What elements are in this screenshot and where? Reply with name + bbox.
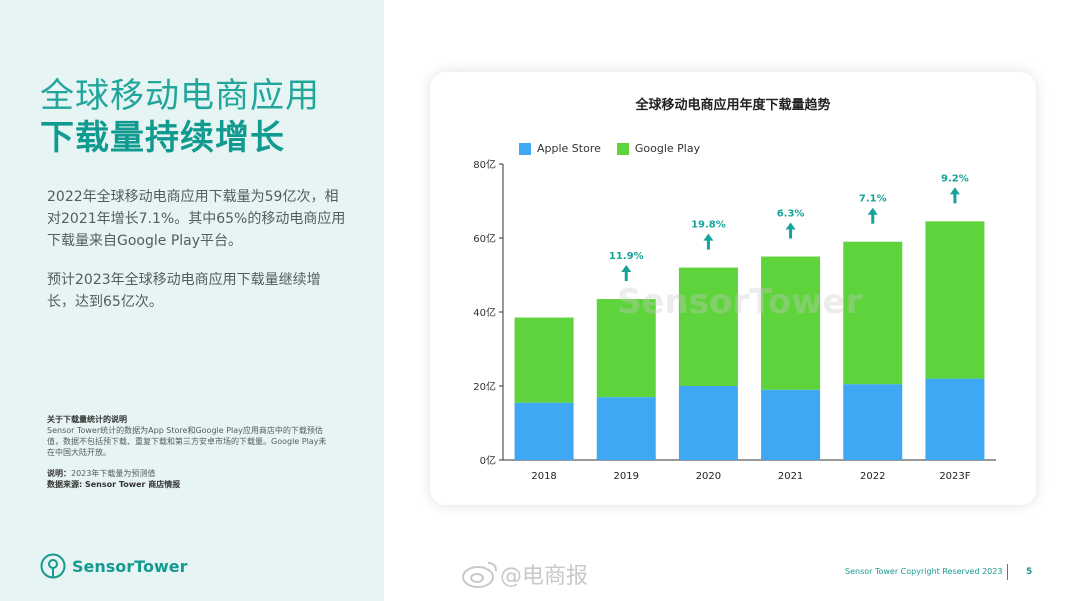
- y-tick-label: 0亿: [480, 454, 496, 467]
- bar-apple-store: [678, 386, 738, 460]
- stacked-bar-chart: 0亿 20亿 40亿 60亿 80亿 2018 2019 11.9% 2020 19.8% 2021…: [473, 158, 996, 482]
- explain-text: 2023年下载量为预测值: [71, 469, 156, 478]
- x-tick-label: 2019: [614, 471, 639, 482]
- bar-google-play: [843, 241, 903, 385]
- slide-title-line2: 下载量持续增长: [40, 118, 285, 158]
- bar-apple-store: [925, 378, 985, 460]
- notes-block: 关于下载量统计的说明 Sensor Tower统计的数据为App Store和G…: [47, 414, 327, 490]
- legend-item-apple: Apple Store: [519, 142, 601, 155]
- logo-text: SensorTower: [72, 556, 188, 576]
- x-tick-label: 2020: [696, 471, 721, 482]
- watermark: SensorTower: [617, 282, 863, 322]
- x-tick-label: 2021: [778, 471, 803, 482]
- legend-item-google: Google Play: [616, 142, 701, 155]
- y-tick-label: 20亿: [473, 380, 496, 393]
- growth-label: 6.3%: [777, 209, 805, 220]
- sensor-tower-logo-icon: [40, 553, 66, 579]
- chart-title: 全球移动电商应用年度下载量趋势: [635, 98, 831, 113]
- growth-arrow-icon: [621, 265, 632, 282]
- notes-body: Sensor Tower统计的数据为App Store和Google Play应…: [47, 426, 327, 457]
- x-tick-label: 2018: [531, 471, 556, 482]
- y-tick-label: 80亿: [473, 158, 496, 171]
- page-number: 5: [1026, 567, 1033, 577]
- data-source: 数据来源: Sensor Tower 商店情报: [47, 480, 181, 489]
- summary-paragraph-2: 预计2023年全球移动电商应用下载量继续增长，达到65亿次。: [47, 272, 321, 310]
- sensor-tower-logo: SensorTower: [40, 553, 187, 579]
- growth-label: 7.1%: [859, 194, 887, 205]
- bar-apple-store: [761, 389, 821, 460]
- bar-google-play: [596, 299, 656, 398]
- notes-heading: 关于下载量统计的说明: [47, 415, 127, 424]
- bar-google-play: [761, 256, 821, 390]
- summary-paragraph-1: 2022年全球移动电商应用下载量为59亿次，相对2021年增长7.1%。其中65…: [47, 189, 346, 249]
- growth-arrow-icon: [949, 187, 960, 204]
- growth-label: 9.2%: [941, 173, 969, 184]
- bar-apple-store: [596, 397, 656, 460]
- chart-legend: Apple Store Google Play: [519, 142, 716, 155]
- bar-apple-store: [514, 402, 574, 460]
- growth-arrow-icon: [785, 222, 796, 239]
- x-tick-label: 2023F: [939, 471, 970, 482]
- bar-apple-store: [843, 384, 903, 460]
- slide-title-line1: 全球移动电商应用: [40, 76, 320, 116]
- growth-arrow-icon: [867, 207, 878, 224]
- bar-google-play: [925, 221, 985, 379]
- growth-label: 19.8%: [691, 220, 726, 231]
- growth-label: 11.9%: [609, 251, 644, 262]
- legend-swatch-apple: [519, 142, 531, 155]
- weibo-watermark: @电商报: [460, 558, 588, 590]
- weibo-text: @电商报: [500, 564, 589, 589]
- weibo-icon: [462, 562, 497, 588]
- y-tick-label: 40亿: [473, 306, 496, 319]
- explain-label: 说明：: [47, 469, 71, 478]
- legend-label-google: Google Play: [634, 142, 701, 155]
- footer-copyright: Sensor Tower Copyright Reserved 2023: [845, 567, 1003, 576]
- legend-swatch-google: [616, 142, 629, 155]
- bar-google-play: [514, 317, 574, 403]
- bar-google-play: [678, 267, 738, 386]
- growth-arrow-icon: [703, 233, 714, 250]
- left-panel: [0, 0, 384, 601]
- footer-separator: [1007, 564, 1008, 580]
- y-tick-label: 60亿: [473, 232, 496, 245]
- explain-note: 说明：2023年下载量为预测值: [47, 468, 327, 479]
- legend-label-apple: Apple Store: [537, 142, 601, 155]
- x-tick-label: 2022: [860, 471, 885, 482]
- chart-card: 全球移动电商应用年度下载量趋势 Apple Store Google Play …: [430, 72, 1036, 505]
